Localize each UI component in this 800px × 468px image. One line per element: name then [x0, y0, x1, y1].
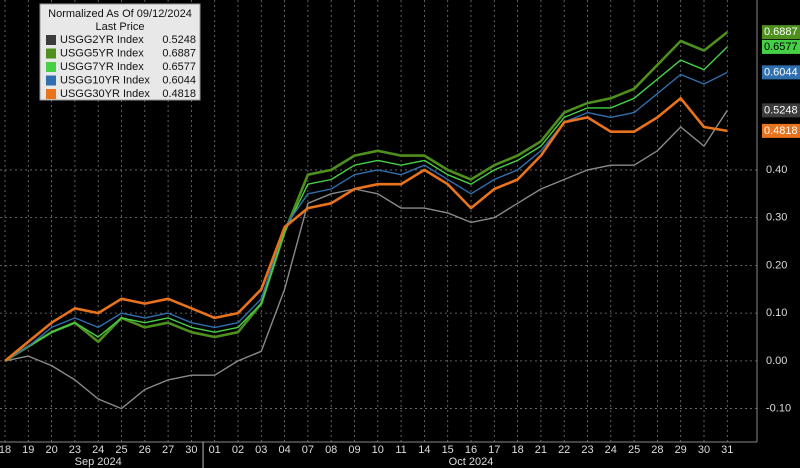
x-tick-label: 24 [92, 444, 104, 456]
legend-swatch [46, 75, 56, 86]
last-price-tag [762, 103, 800, 118]
last-price-tag [762, 123, 800, 138]
last-price-label: 0.5248 [764, 104, 798, 116]
last-price-tag [762, 25, 800, 40]
last-price-label: 0.4818 [764, 125, 798, 137]
legend-value: 0.4818 [162, 88, 196, 100]
legend-label: USGG7YR Index [60, 61, 144, 73]
x-tick-label: 25 [628, 444, 640, 456]
series-line [4, 110, 728, 410]
x-tick-label: 27 [162, 444, 174, 456]
legend-value: 0.6577 [162, 61, 196, 73]
legend-swatch [46, 89, 56, 99]
last-price-tag [762, 65, 800, 80]
legend-label: USGG5YR Index [60, 47, 144, 59]
x-tick-label: 01 [209, 444, 221, 456]
last-price-label: 0.6577 [764, 41, 798, 53]
x-tick-label: 14 [418, 444, 430, 456]
legend-value: 0.6044 [162, 74, 196, 86]
legend-swatch [46, 48, 56, 59]
last-price-label: 0.6887 [764, 26, 798, 38]
last-price-label: 0.6044 [764, 66, 798, 78]
x-tick-label: 29 [675, 444, 687, 456]
x-tick-label: 21 [535, 444, 547, 456]
legend-value: 0.5248 [162, 34, 196, 46]
legend-swatch [46, 62, 56, 72]
x-tick-label: 23 [69, 444, 81, 456]
x-tick-label: 23 [581, 444, 593, 456]
y-tick-label: -0.10 [766, 402, 791, 414]
x-tick-label: 15 [442, 444, 454, 456]
x-tick-label: 07 [302, 444, 314, 456]
legend-box [39, 3, 201, 101]
x-tick-label: 08 [325, 444, 337, 456]
x-tick-label: 30 [185, 444, 197, 456]
series-line [4, 71, 728, 362]
x-group-label: Sep 2024 [75, 456, 122, 468]
x-tick-label: 04 [278, 444, 290, 456]
x-tick-label: 03 [255, 444, 267, 456]
legend-title: Normalized As Of 09/12/2024 [48, 8, 192, 20]
x-tick-label: 09 [348, 444, 360, 456]
x-tick-label: 10 [372, 444, 384, 456]
x-tick-label: 26 [139, 444, 151, 456]
x-group-label: Oct 2024 [449, 456, 494, 468]
legend-label: USGG10YR Index [60, 74, 150, 86]
series-line [4, 31, 729, 363]
y-tick-label: 0.20 [766, 259, 787, 271]
y-tick-label: 0.40 [766, 164, 787, 176]
x-tick-label: 24 [605, 444, 617, 456]
x-tick-label: 31 [721, 444, 733, 456]
last-price-tag [762, 39, 800, 54]
y-tick-label: 0.10 [766, 307, 787, 319]
x-tick-label: 02 [232, 444, 244, 456]
x-tick-label: 17 [488, 444, 500, 456]
y-tick-label: 0.00 [766, 355, 787, 367]
legend-swatch [46, 35, 56, 45]
x-tick-label: 20 [45, 444, 57, 456]
x-tick-label: 28 [651, 444, 663, 456]
x-tick-label: 22 [558, 444, 570, 456]
x-tick-label: 18 [0, 444, 11, 456]
x-tick-label: 19 [22, 444, 34, 456]
legend-label: USGG2YR Index [60, 34, 144, 46]
series-line [4, 97, 728, 362]
x-tick-label: 11 [395, 444, 406, 456]
x-tick-label: 18 [511, 444, 523, 456]
legend-subtitle: Last Price [96, 21, 145, 33]
legend-label: USGG30YR Index [60, 88, 150, 100]
x-tick-label: 16 [465, 444, 477, 456]
x-tick-label: 25 [115, 444, 127, 456]
legend-value: 0.6887 [162, 47, 196, 59]
series-line [4, 46, 728, 362]
y-tick-label: 0.30 [766, 212, 787, 224]
x-tick-label: 30 [698, 444, 710, 456]
